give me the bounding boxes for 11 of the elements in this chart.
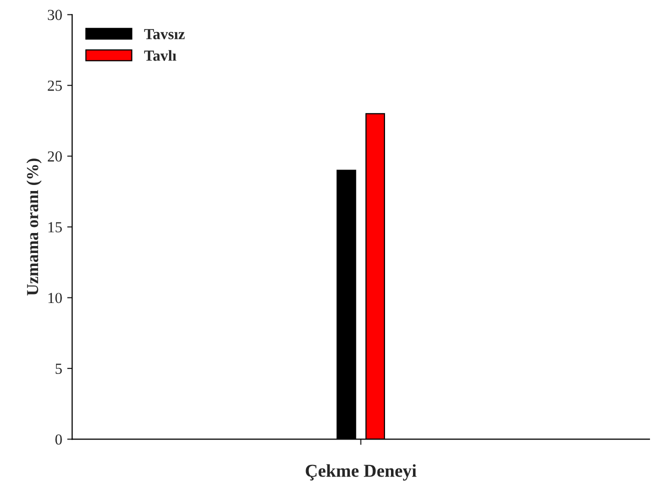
x-tick-label: Çekme Deneyi xyxy=(306,464,416,481)
y-tick-label: 15 xyxy=(48,222,62,232)
y-tick-label: 30 xyxy=(48,10,62,20)
y-axis-title: Uzmama oranı (%) xyxy=(26,158,42,296)
legend-label: Tavlı xyxy=(144,50,176,61)
y-tick-label: 0 xyxy=(55,434,62,445)
y-tick-label: 10 xyxy=(48,292,62,304)
y-tick-label: 25 xyxy=(48,80,62,91)
y-tick-label: 20 xyxy=(48,151,62,162)
y-tick-label: 5 xyxy=(56,364,62,374)
legend-label: Tavsız xyxy=(144,29,185,40)
